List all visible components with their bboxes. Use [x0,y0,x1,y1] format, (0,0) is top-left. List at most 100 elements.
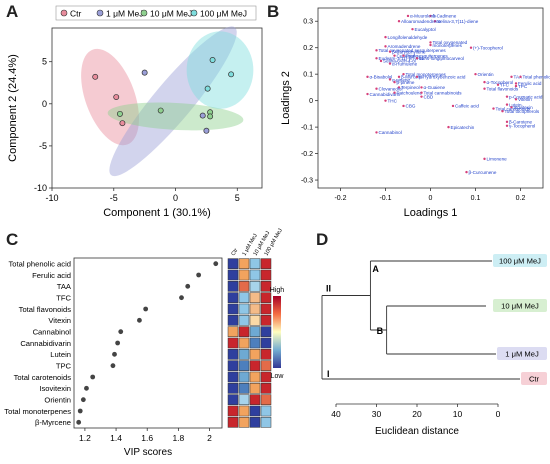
loading-point [402,105,404,107]
legend-label: 10 μM MeJ [150,9,192,19]
x-tick-label: -5 [110,193,118,203]
cluster-label-a: A [372,264,379,274]
vip-point [185,284,190,289]
heatmap-cell [239,270,249,280]
category-label: Cannabinol [33,327,72,336]
heatmap-cell [250,327,260,337]
loading-point [416,76,418,78]
loading-point [506,121,508,123]
heatmap-cell [228,281,238,291]
panel-d-letter: D [316,230,328,250]
vip-point [78,409,83,414]
heatmap-cell [261,338,271,348]
loading-point [465,171,467,173]
category-label: Ferulic acid [32,271,71,280]
loading-label: Patchoulene [397,91,423,96]
x-tick-label: 2 [207,433,212,443]
heatmap-cell [261,304,271,314]
loading-label: Vitexin [518,97,532,102]
vip-point [112,352,117,357]
colorbar-high-label: High [270,287,285,294]
vip-point [111,363,116,368]
heatmap-cell [239,327,249,337]
heatmap-cell [228,304,238,314]
y-tick-label: 0.1 [303,72,313,79]
loading-point [474,73,476,75]
vip-point [213,261,218,266]
loading-point [501,110,503,112]
y-tick-label: 0 [42,99,47,109]
heatmap-cell [250,361,260,371]
score-point [210,57,215,62]
legend-marker [191,10,197,16]
loading-point [393,54,395,56]
heatmap-cell [228,349,238,359]
loading-point [398,76,400,78]
y-tick-label: 0 [309,98,313,105]
heatmap-cell [250,259,260,269]
x-tick-label: -0.2 [334,195,346,202]
loading-point [519,76,521,78]
loading-point [402,54,404,56]
loading-label: δ-Cadinene [433,14,457,19]
category-label: Isovitexin [39,384,71,393]
loading-point [492,107,494,109]
heatmap-cell [239,315,249,325]
heatmap-cell [239,395,249,405]
score-point [93,74,98,79]
score-point [120,121,125,126]
x-tick-label: 0.2 [516,195,526,202]
heatmap-cell [228,417,238,427]
loading-point [515,82,517,84]
loading-point [470,47,472,49]
legend-label: Ctr [70,9,82,19]
heatmap-cell [239,281,249,291]
legend-marker [61,10,67,16]
cluster-label-b: B [377,326,384,336]
loading-label: CBG [406,104,416,109]
category-label: Orientin [44,395,71,404]
x-tick-label: -10 [45,193,58,203]
heatmap-cell [261,406,271,416]
loading-label: Epicatechin [451,125,475,130]
loading-label: α-Bisabolol [370,75,393,80]
y-tick-label: -10 [34,183,47,193]
category-label: TPC [56,361,72,370]
loading-point [393,81,395,83]
heatmap-cell [261,315,271,325]
y-tick-label: 0.2 [303,45,313,52]
x-tick-label: 1.6 [141,433,153,443]
loading-point [483,88,485,90]
y-tick-label: 0.3 [303,19,313,26]
heatmap-cell [250,270,260,280]
heatmap-cell [261,372,271,382]
leaf-label: 100 μM MeJ [499,257,541,266]
heatmap-cell [239,293,249,303]
y-tick-label: -0.2 [301,151,313,158]
y-tick-label: -5 [39,141,47,151]
heatmap-cell [261,383,271,393]
loading-point [483,158,485,160]
heatmap-cell [239,304,249,314]
loading-label: β-Curcumene [469,170,497,175]
heatmap-cell [261,349,271,359]
loading-label: Limonene [487,157,508,162]
loading-label: p-Hydroxybenzoic acid [419,75,466,80]
plot-frame [74,258,222,428]
loading-point [366,76,368,78]
score-point [158,108,163,113]
loading-point [375,49,377,51]
loading-label: CBD [424,94,434,99]
heatmap-cell [228,383,238,393]
heatmap-cell [250,304,260,314]
legend-label: 1 μM MeJ [106,9,144,19]
x-tick-label: 0.1 [471,195,481,202]
x-tick-label: 1.4 [110,433,122,443]
loading-point [393,92,395,94]
vip-point [76,420,81,425]
vip-point [143,307,148,312]
loading-point [366,93,368,95]
loading-label: α-Guaiene [424,85,446,90]
